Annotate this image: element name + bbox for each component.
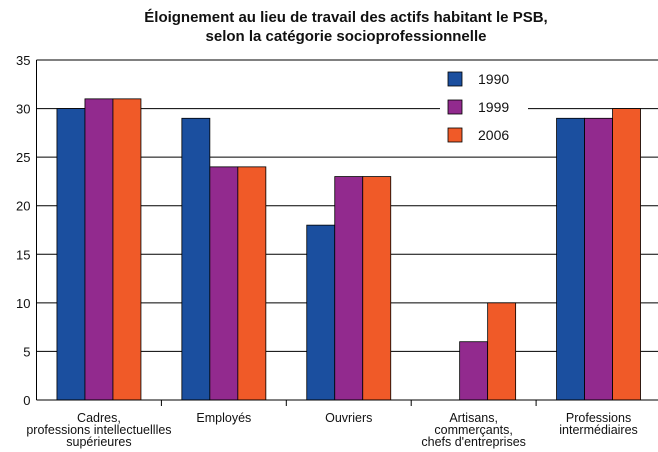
y-tick-label: 5: [23, 344, 30, 359]
bar: [362, 176, 392, 401]
y-tick-label: 30: [16, 102, 30, 117]
legend-label: 2006: [478, 127, 509, 143]
bar: [112, 98, 142, 401]
x-tick-label: Professions intermédiaires: [559, 411, 638, 437]
bar: [487, 302, 517, 401]
legend-label: 1990: [478, 71, 509, 87]
legend-swatch: [447, 99, 463, 115]
bar: [306, 224, 336, 401]
y-tick-label: 35: [16, 53, 30, 68]
bar: [334, 176, 364, 401]
y-tick-label: 10: [16, 296, 30, 311]
y-tick-label: 15: [16, 247, 30, 262]
bar: [584, 117, 613, 401]
x-tick-label: Cadres, professions intellectuellles supér…: [26, 411, 171, 449]
bar: [56, 108, 86, 401]
bar: [612, 108, 641, 401]
x-tick-label: Artisans, commerçants, chefs d'entreprises: [421, 411, 526, 449]
x-tick-label: Employés: [196, 411, 251, 425]
legend-swatch: [447, 71, 463, 87]
bar: [181, 117, 211, 401]
x-tick-label: Ouvriers: [325, 411, 372, 425]
y-tick-label: 0: [23, 393, 30, 408]
bar: [209, 166, 239, 401]
y-tick-label: 25: [16, 150, 30, 165]
bar: [84, 98, 114, 401]
bar: [237, 166, 267, 401]
legend-label: 1999: [478, 99, 509, 115]
legend-swatch: [447, 127, 463, 143]
chart-title: Éloignement au lieu de travail des actif…: [144, 9, 547, 45]
bar: [556, 117, 585, 401]
bar: [459, 341, 489, 401]
y-tick-label: 20: [16, 199, 30, 214]
